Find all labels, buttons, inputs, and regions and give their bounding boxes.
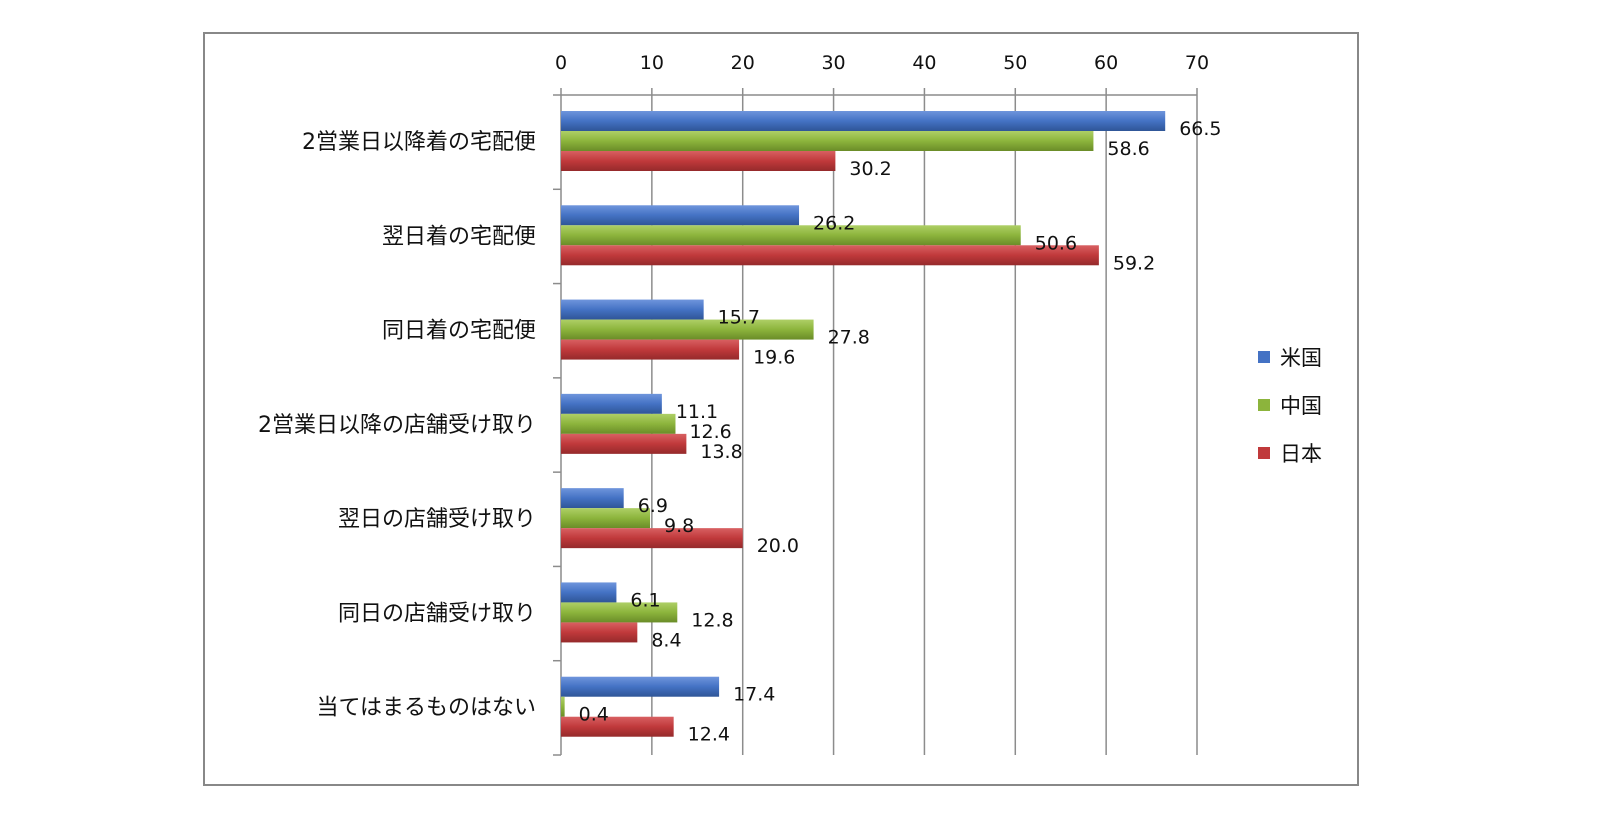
- bar: [561, 319, 814, 340]
- bar: [561, 339, 740, 360]
- category-label: 翌日着の宅配便: [382, 224, 536, 249]
- data-label: 26.2: [813, 212, 855, 234]
- x-tick-label: 20: [731, 52, 755, 74]
- x-tick-label: 10: [640, 52, 664, 74]
- x-tick-label: 70: [1185, 52, 1209, 74]
- x-tick-label: 60: [1094, 52, 1118, 74]
- data-label: 66.5: [1179, 118, 1221, 140]
- bar: [561, 151, 836, 171]
- data-label: 9.8: [664, 515, 694, 537]
- data-label: 27.8: [828, 327, 870, 349]
- bar: [561, 245, 1099, 266]
- category-label: 当てはまるものはない: [316, 696, 536, 721]
- data-label: 6.9: [638, 495, 668, 517]
- category-label: 翌日の店舗受け取り: [338, 507, 536, 532]
- bar: [561, 111, 1166, 131]
- bar: [561, 488, 624, 509]
- bar: [561, 696, 565, 717]
- data-label: 58.6: [1107, 138, 1149, 160]
- bar: [561, 528, 743, 549]
- bar: [561, 393, 662, 414]
- legend-label: 米国: [1280, 346, 1322, 370]
- bar: [561, 205, 800, 226]
- bar: [561, 433, 687, 454]
- data-label: 12.4: [688, 724, 730, 746]
- bar: [561, 716, 674, 737]
- data-label: 19.6: [753, 347, 795, 369]
- bar: [561, 299, 704, 320]
- data-label: 20.0: [757, 535, 799, 557]
- x-tick-label: 0: [555, 52, 567, 74]
- data-label: 30.2: [849, 158, 891, 180]
- category-label: 同日の店舗受け取り: [338, 601, 536, 626]
- legend-swatch: [1258, 447, 1270, 459]
- data-label: 6.1: [630, 589, 660, 611]
- bar: [561, 508, 651, 529]
- bar: [561, 582, 617, 603]
- x-tick-label: 30: [821, 52, 845, 74]
- legend-swatch: [1258, 351, 1270, 363]
- data-label: 15.7: [718, 307, 760, 329]
- data-label: 50.6: [1035, 232, 1077, 254]
- legend-label: 日本: [1280, 442, 1322, 466]
- data-label: 12.6: [689, 421, 731, 443]
- data-label: 0.4: [579, 704, 609, 726]
- data-label: 13.8: [700, 441, 742, 463]
- bar: [561, 225, 1021, 246]
- data-labels: 66.5 58.6 30.2 26.2 50.6 59.2 15.7 27.8 19.6 11.1…: [579, 118, 1222, 746]
- x-tick-label: 50: [1003, 52, 1027, 74]
- data-label: 12.8: [691, 609, 733, 631]
- category-label: 2営業日以降着の宅配便: [302, 130, 536, 155]
- bar: [561, 622, 638, 643]
- legend-swatch: [1258, 399, 1270, 411]
- data-label: 8.4: [651, 629, 681, 651]
- bar: [561, 602, 678, 623]
- bars: [561, 111, 1166, 737]
- category-label: 同日着の宅配便: [382, 319, 536, 344]
- data-label: 59.2: [1113, 252, 1155, 274]
- legend-label: 中国: [1280, 394, 1322, 418]
- category-label: 2営業日以降の店舗受け取り: [258, 413, 536, 438]
- x-axis: 0 10 20 30 40 50 60 70: [555, 52, 1209, 96]
- data-label: 17.4: [733, 684, 775, 706]
- bar: [561, 413, 676, 434]
- gridlines: [651, 95, 1198, 755]
- data-label: 11.1: [676, 401, 718, 423]
- x-tick-label: 40: [912, 52, 936, 74]
- bar: [561, 131, 1094, 151]
- bar: [561, 676, 720, 697]
